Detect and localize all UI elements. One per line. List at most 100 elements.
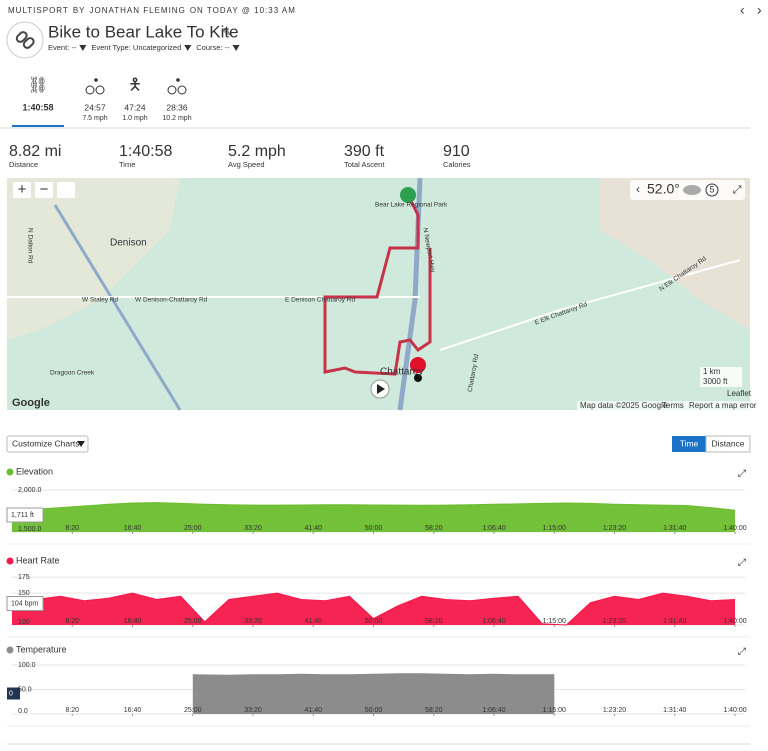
- zoom-in[interactable]: [13, 182, 31, 198]
- weather-prev[interactable]: ‹: [636, 182, 640, 196]
- x-tick-label: 16:40: [124, 525, 142, 532]
- x-tick-label: 50:00: [365, 525, 383, 532]
- leg-time[interactable]: 47:24: [124, 102, 146, 112]
- expand-icon[interactable]: ⤢: [738, 469, 746, 480]
- header-filter[interactable]: Course: --: [196, 43, 230, 52]
- map-label: Denison: [110, 238, 147, 249]
- scale-box: [700, 367, 742, 387]
- road: [439, 259, 741, 351]
- stat-label: Calories: [443, 160, 471, 169]
- prev[interactable]: ‹: [740, 2, 745, 18]
- cursor-label: 0: [9, 690, 13, 697]
- stat-label: Distance: [9, 160, 38, 169]
- x-tick-label: 1:31:40: [663, 707, 686, 714]
- next[interactable]: ›: [757, 2, 762, 18]
- x-tick-label: 1:23:20: [603, 707, 626, 714]
- x-tick-label: 1:15:00: [543, 525, 566, 532]
- x-tick-label: 16:40: [124, 707, 142, 714]
- x-tick-label: 1:06:40: [482, 707, 505, 714]
- x-tick-label: 33:20: [244, 618, 262, 625]
- leg-icon: 🯅: [128, 77, 142, 94]
- edit-icon[interactable]: ✎: [222, 27, 231, 39]
- filter-arrow: [232, 45, 240, 51]
- chart-title: Heart Rate: [16, 555, 60, 565]
- x-tick-label: 1:23:20: [603, 525, 626, 532]
- layers[interactable]: [57, 182, 75, 198]
- attribution-bar: [577, 401, 750, 410]
- x-tick-label: 1:31:40: [663, 525, 686, 532]
- scale-ft: 3000 ft: [703, 377, 728, 386]
- leg-icon: ⛓: [28, 76, 48, 94]
- x-tick-label: 1:40:00: [723, 525, 746, 532]
- leg-speed: 1.0 mph: [122, 115, 147, 122]
- x-tick-label: 41:40: [304, 525, 322, 532]
- report[interactable]: Report a map error: [689, 401, 757, 410]
- terms[interactable]: Terms: [662, 401, 684, 410]
- filter-arrow: [184, 45, 192, 51]
- scale-km: 1 km: [703, 367, 721, 376]
- time-label: Time: [680, 438, 699, 448]
- y-tick-label: 175: [18, 574, 30, 581]
- header-filter[interactable]: Event: --: [48, 43, 77, 52]
- google-logo: Google: [12, 397, 50, 409]
- x-tick-label: 25:00: [184, 525, 202, 532]
- area-line: [192, 673, 555, 676]
- leg-time[interactable]: 1:40:58: [22, 102, 53, 112]
- x-tick-label: 1:31:40: [663, 618, 686, 625]
- leg-icon: [94, 78, 98, 82]
- stat-value: 910: [443, 143, 470, 160]
- cursor-label: 1,711 ft: [11, 512, 34, 519]
- y-tick-label: 100.0: [18, 662, 36, 669]
- chart-title: Temperature: [16, 644, 67, 654]
- map-label: E Denison Chattaroy Rd: [285, 297, 355, 304]
- leg-icon: [95, 85, 105, 95]
- selected-tab: [12, 125, 64, 127]
- end-marker[interactable]: [410, 357, 426, 373]
- header-meta: ON TODAY @ 10:33 AM: [190, 6, 296, 15]
- x-tick-label: 1:15:00: [543, 707, 566, 714]
- leg-time[interactable]: 28:36: [166, 102, 188, 112]
- x-tick-label: 1:23:20: [603, 618, 626, 625]
- x-tick-label: 50:00: [365, 618, 383, 625]
- link-icon: [15, 31, 35, 49]
- start-marker[interactable]: [400, 187, 416, 203]
- expand-icon[interactable]: ⤢: [738, 558, 746, 569]
- map-terrain: [600, 178, 750, 330]
- time-toggle[interactable]: [672, 436, 706, 452]
- cursor-label: 104 bpm: [11, 600, 38, 607]
- x-tick-label: 25:00: [184, 707, 202, 714]
- x-tick-label: 25:00: [184, 618, 202, 625]
- legend-dot: [6, 468, 14, 476]
- dropdown-arrow: [77, 441, 85, 447]
- leaflet-link[interactable]: Leaflet: [727, 389, 752, 398]
- customize-button[interactable]: [6, 435, 89, 453]
- x-tick-label: 41:40: [304, 618, 322, 625]
- expand-icon[interactable]: ⤢: [738, 647, 746, 658]
- stat-label: Avg Speed: [228, 160, 265, 169]
- end-point: [414, 374, 422, 382]
- header-meta: MULTISPORT: [8, 6, 69, 15]
- zoom-out-label: −: [40, 181, 49, 198]
- area: [12, 502, 735, 532]
- distance-toggle[interactable]: [705, 435, 751, 453]
- header-filter[interactable]: Event Type: Uncategorized: [91, 43, 181, 52]
- fullscreen[interactable]: ⤢: [733, 184, 742, 196]
- leg-time[interactable]: 24:57: [84, 102, 106, 112]
- route: [323, 194, 432, 376]
- chart-title: Elevation: [16, 466, 53, 476]
- map-terrain: [7, 178, 180, 340]
- weather-badge: [705, 183, 719, 197]
- zoom-in-label: +: [18, 181, 27, 198]
- leg-speed: 7.5 mph: [82, 115, 107, 122]
- x-tick-label: 1:06:40: [482, 525, 505, 532]
- stat-value: 1:40:58: [119, 143, 172, 160]
- x-tick-label: 58:20: [425, 707, 443, 714]
- cursor-badge: [6, 507, 44, 523]
- cloud-icon: [683, 185, 701, 195]
- zoom-out[interactable]: [35, 182, 53, 198]
- weather-badge-label: 5: [709, 184, 714, 194]
- highway: [53, 204, 182, 411]
- activity-title: Bike to Bear Lake To Kite: [48, 22, 239, 41]
